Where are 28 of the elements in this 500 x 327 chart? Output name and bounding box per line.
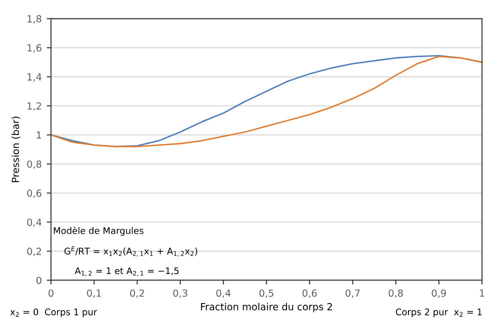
y-tick-label: 0 [36, 276, 42, 284]
y-tick-label: 0,2 [27, 248, 41, 256]
text: Corps 2 pur x$_{2}$ = 1 [396, 308, 482, 318]
x-tick-label: 0,6 [302, 289, 317, 298]
annotation: Modèle de Margules [54, 226, 144, 236]
text: G$^{E}$/RT = x$_{1}$x$_{2}$(A$_{2,1}$x$_{1}$ + A$_{1,2}$x$_{2}$) [64, 246, 198, 257]
x-tick-label: 0,4 [216, 289, 231, 298]
x-tick-label: 0,8 [388, 289, 403, 298]
x-tick-label: 0,3 [173, 289, 188, 298]
x-tick-label: 0,9 [432, 289, 446, 298]
y-axis-title: Pression (bar) [12, 116, 20, 182]
y-tick-label: 1,2 [28, 102, 41, 111]
text: x$_{2}$ = 0 Corps 1 pur [10, 308, 98, 318]
y-tick-label: 1 [36, 132, 42, 139]
x-tick-label: 0,5 [259, 289, 274, 298]
x-tick-label: 0,2 [130, 289, 144, 298]
y-tick-label: 0,4 [27, 218, 42, 227]
x-tick-label: 1 [480, 290, 484, 297]
x-tick-label: 0,1 [87, 289, 101, 298]
x-axis-title: Fraction molaire du corps 2 [201, 302, 332, 312]
x-tick-label: 0,7 [346, 289, 360, 298]
y-tick-label: 0,8 [27, 160, 42, 169]
y-tick-label: 1,8 [28, 15, 42, 24]
y-tick-label: 1,4 [28, 73, 42, 82]
annotation: A$_{1,2}$ = 1 et A$_{2,1}$ = −1,5 [74, 267, 179, 276]
y-tick-label: 1,6 [28, 44, 42, 53]
y-tick-label: 0,6 [27, 190, 42, 198]
x-tick-label: 0 [48, 289, 54, 297]
